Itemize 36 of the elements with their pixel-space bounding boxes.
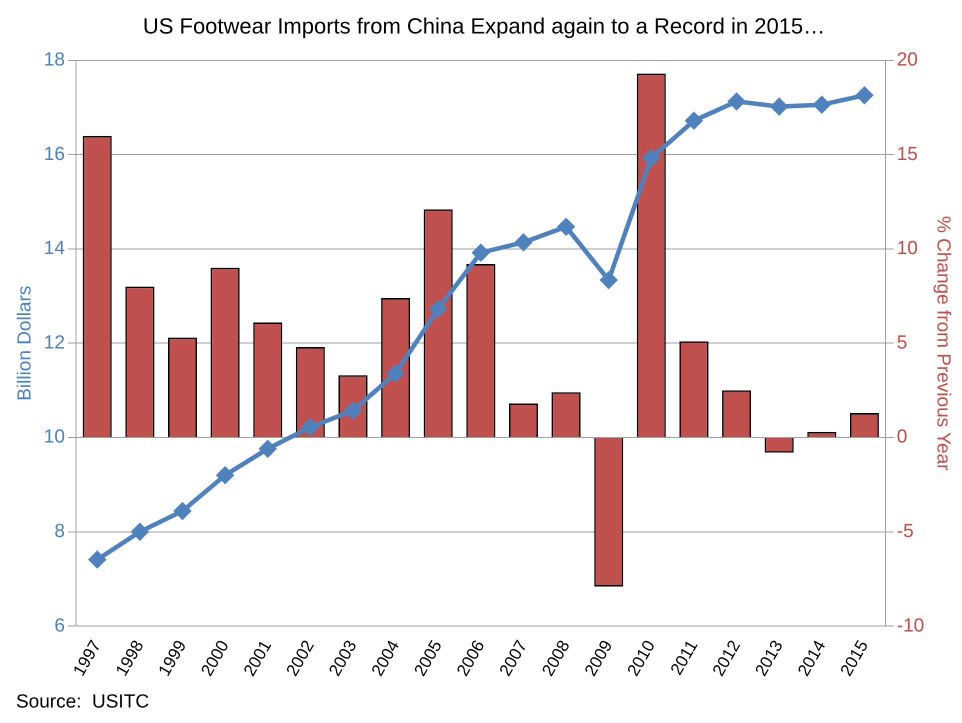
y2-tick-label: -5 xyxy=(896,521,914,542)
y-tick-label: 12 xyxy=(44,332,65,354)
y-tick-label: 10 xyxy=(44,426,65,448)
point xyxy=(302,418,319,436)
chart-title: US Footwear Imports from China Expand again to a Record in 2015… xyxy=(142,13,826,38)
point xyxy=(770,98,788,115)
point xyxy=(515,234,532,251)
point xyxy=(216,466,234,484)
y2-tick-label: 15 xyxy=(896,144,918,165)
y2-tick-label: 0 xyxy=(896,426,908,448)
y2-tick-label: -10 xyxy=(896,615,924,636)
y2-tick-label: 20 xyxy=(896,50,918,71)
point xyxy=(856,87,873,104)
y2-tick-label: 5 xyxy=(896,332,908,354)
point xyxy=(600,272,617,288)
point xyxy=(472,244,490,261)
point xyxy=(174,502,191,520)
point xyxy=(88,551,106,568)
y-tick-label: 8 xyxy=(54,521,65,542)
point xyxy=(643,150,660,166)
y-tick-label: 16 xyxy=(44,144,65,165)
y2-axis-title: % Change from Previous Year xyxy=(932,216,954,472)
source-note: Source: USITC xyxy=(16,692,150,713)
y-tick-label: 18 xyxy=(44,50,65,71)
point xyxy=(558,218,574,236)
y-tick-label: 14 xyxy=(44,238,66,260)
y2-tick-label: 10 xyxy=(896,238,918,260)
point xyxy=(814,96,830,113)
point xyxy=(686,112,702,129)
y-axis-title: Billion Dollars xyxy=(14,286,36,401)
point xyxy=(259,440,276,458)
point xyxy=(387,365,404,382)
point xyxy=(132,524,148,540)
point xyxy=(728,93,745,110)
y-tick-label: 6 xyxy=(54,615,65,636)
point xyxy=(430,300,446,318)
